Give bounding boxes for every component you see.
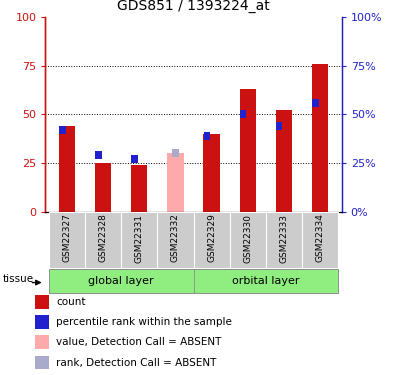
Text: GSM22330: GSM22330	[243, 214, 252, 262]
Text: GSM22327: GSM22327	[62, 214, 71, 262]
Text: GSM22333: GSM22333	[279, 214, 288, 262]
Bar	[59, 126, 66, 134]
Bar	[49, 212, 85, 268]
Bar	[266, 212, 302, 268]
Bar	[172, 150, 179, 157]
Bar	[240, 89, 256, 212]
Bar	[276, 111, 292, 212]
Text: GSM22329: GSM22329	[207, 214, 216, 262]
Text: count: count	[56, 297, 86, 307]
Bar	[302, 212, 338, 268]
Text: GSM22332: GSM22332	[171, 214, 180, 262]
Bar	[49, 269, 194, 293]
Bar	[132, 155, 138, 163]
Bar	[121, 212, 158, 268]
Bar	[35, 356, 49, 369]
Bar	[240, 111, 246, 118]
Text: global layer: global layer	[88, 276, 154, 286]
Bar	[85, 212, 121, 268]
Bar	[194, 269, 338, 293]
Text: orbital layer: orbital layer	[232, 276, 299, 286]
Bar	[35, 336, 49, 349]
Bar	[203, 134, 220, 212]
Bar	[95, 152, 102, 159]
Title: GDS851 / 1393224_at: GDS851 / 1393224_at	[117, 0, 270, 13]
Text: percentile rank within the sample: percentile rank within the sample	[56, 317, 232, 327]
Bar	[35, 295, 49, 309]
Bar	[158, 212, 194, 268]
Bar	[131, 165, 147, 212]
Bar	[276, 122, 282, 130]
Bar	[229, 212, 266, 268]
Text: GSM22328: GSM22328	[99, 214, 108, 262]
Text: value, Detection Call = ABSENT: value, Detection Call = ABSENT	[56, 338, 222, 347]
Bar	[95, 163, 111, 212]
Bar	[167, 153, 184, 212]
Bar	[312, 64, 328, 212]
Bar	[204, 132, 210, 140]
Text: rank, Detection Call = ABSENT: rank, Detection Call = ABSENT	[56, 357, 217, 368]
Bar	[312, 99, 318, 106]
Bar	[35, 315, 49, 329]
Text: GSM22334: GSM22334	[316, 214, 325, 262]
Text: tissue: tissue	[2, 274, 34, 284]
Text: GSM22331: GSM22331	[135, 214, 144, 262]
Bar	[59, 126, 75, 212]
Bar	[194, 212, 229, 268]
